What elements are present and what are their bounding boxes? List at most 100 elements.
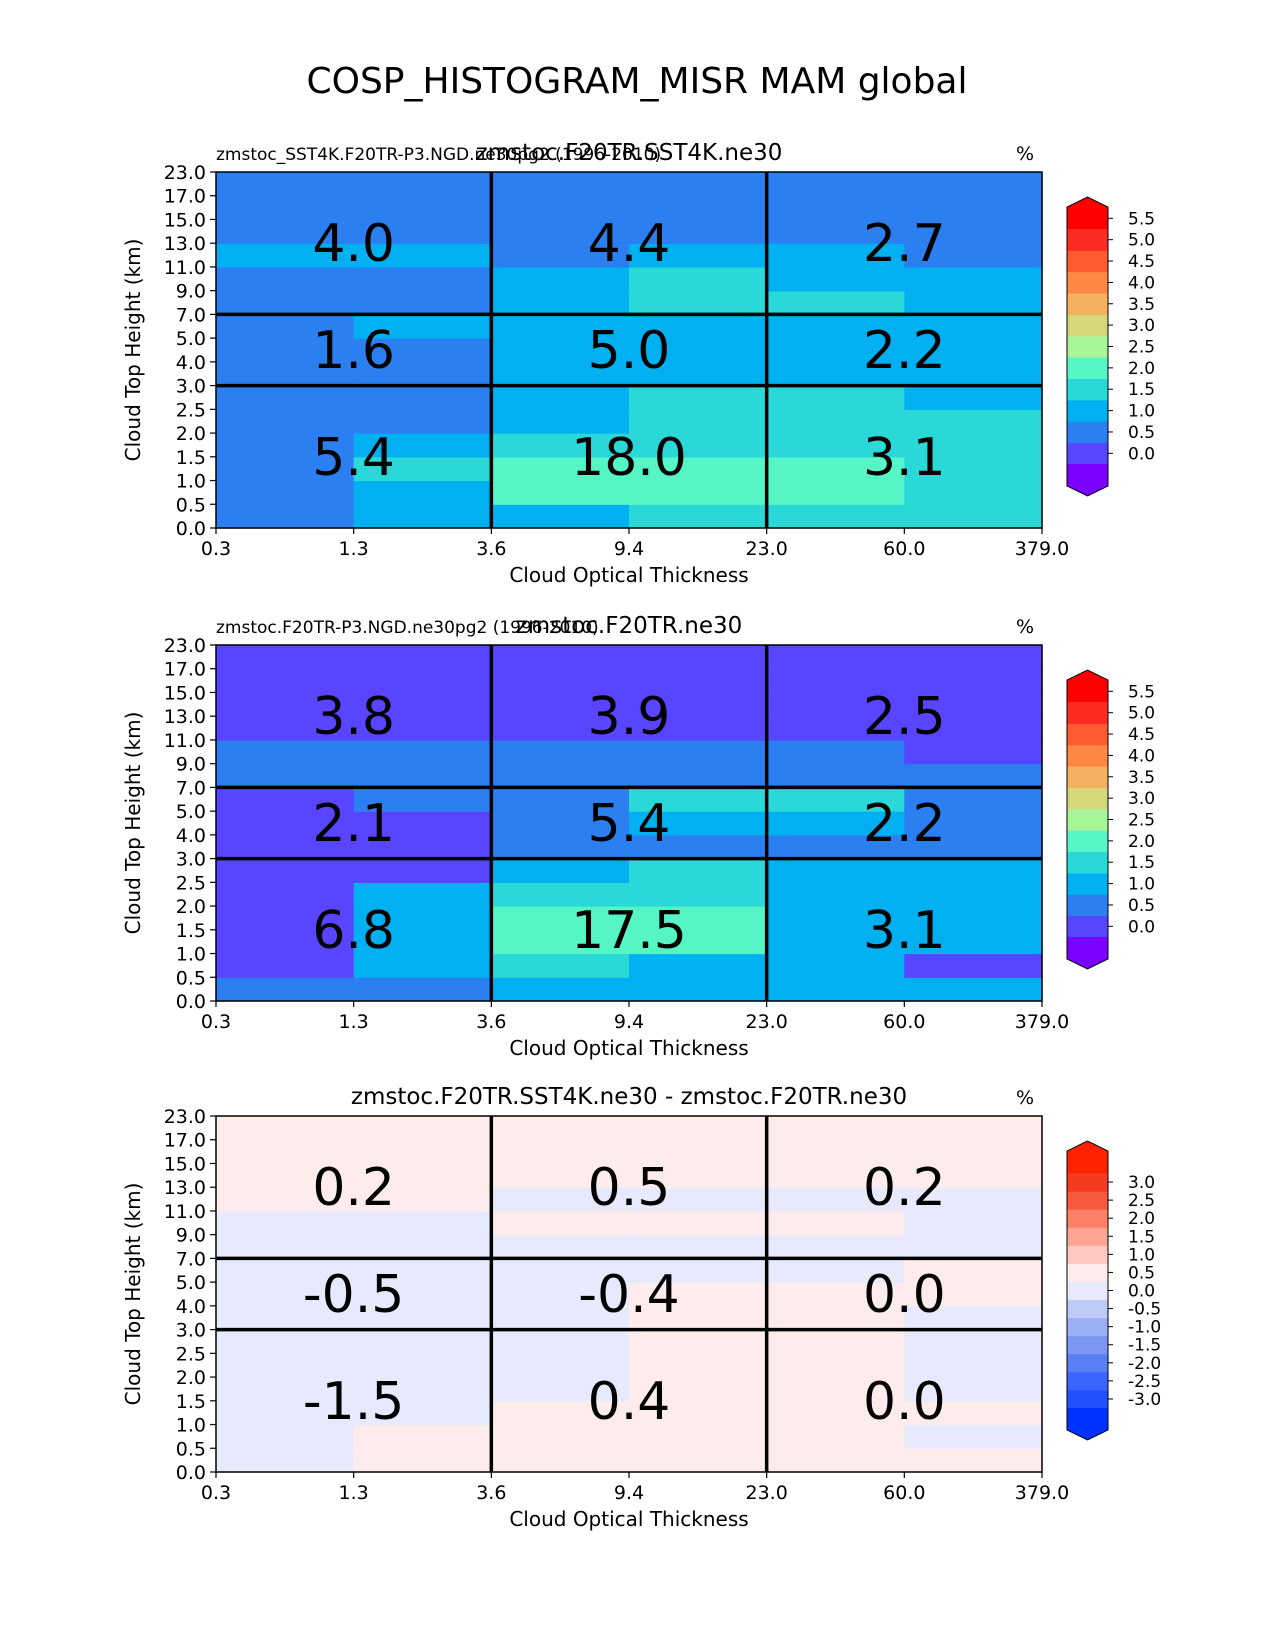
y-tick-label: 5.0 <box>176 328 206 350</box>
y-axis-label: Cloud Top Height (km) <box>121 712 145 935</box>
x-tick-label: 23.0 <box>746 1482 788 1504</box>
heatmap-cell <box>629 1163 768 1188</box>
heatmap-cell <box>491 1116 630 1141</box>
heatmap-cell <box>216 1305 355 1331</box>
x-tick-label: 23.0 <box>746 1011 788 1033</box>
heatmap-cell <box>904 1116 1043 1141</box>
heatmap-cell <box>766 739 905 765</box>
colorbar-tick-label: 3.5 <box>1128 295 1155 315</box>
heatmap-cell <box>766 1116 905 1141</box>
x-tick-label: 3.6 <box>476 1011 506 1033</box>
heatmap-cell <box>491 787 630 812</box>
heatmap-cell <box>353 882 492 907</box>
heatmap-cell <box>353 195 492 221</box>
y-tick-label: 0.5 <box>176 1438 206 1460</box>
colorbar-tick-label: -2.0 <box>1128 1354 1161 1374</box>
heatmap-cell <box>766 1210 905 1236</box>
box-total-label: 3.8 <box>312 687 395 747</box>
heatmap-cell <box>629 433 768 458</box>
colorbar-tick-label: 0.0 <box>1128 1282 1155 1302</box>
x-tick-label: 379.0 <box>1015 1482 1069 1504</box>
heatmap-cell <box>491 1377 630 1402</box>
box-total-label: 0.2 <box>863 1158 946 1218</box>
box-total-label: -0.5 <box>303 1265 404 1325</box>
box-total-label: 0.0 <box>863 1372 946 1432</box>
heatmap-cell <box>353 1448 492 1473</box>
box-total-label: 6.8 <box>312 901 395 961</box>
colorbar-tick-label: 1.5 <box>1128 380 1155 400</box>
heatmap-cell <box>904 645 1043 670</box>
heatmap-cell <box>491 338 630 363</box>
heatmap-cell <box>491 977 630 1002</box>
colorbar-segment <box>1067 1389 1108 1409</box>
heatmap-cell <box>766 314 905 339</box>
heatmap-cell <box>629 1353 768 1378</box>
heatmap-cell <box>353 692 492 717</box>
heatmap-cell <box>766 1353 905 1378</box>
heatmap-cell <box>216 338 355 363</box>
heatmap-cell <box>353 1400 492 1426</box>
box-total-label: 3.1 <box>863 901 946 961</box>
heatmap-cell <box>629 314 768 339</box>
colorbar-segment <box>1067 702 1108 724</box>
heatmap-cell <box>353 858 492 883</box>
colorbar-over-cap <box>1067 1141 1108 1173</box>
heatmap-cell <box>766 929 905 955</box>
heatmap-cell <box>904 480 1043 505</box>
colorbar: 0.00.51.01.52.02.53.03.54.04.55.05.5 <box>1066 196 1155 497</box>
heatmap-cell <box>766 172 905 197</box>
colorbar-under-cap <box>1067 937 1108 969</box>
heatmap-cell <box>629 290 768 315</box>
colorbar-tick-label: 2.0 <box>1128 1209 1155 1229</box>
x-tick-label: 9.4 <box>614 1011 644 1033</box>
heatmap-cell <box>491 1305 630 1331</box>
chart-panel-3: -1.5 0.4 0.0-0.5 -0.4 0.00.2 0.5 0.20.3 1.3 3.6 9… <box>121 1084 1161 1531</box>
x-tick-label: 0.3 <box>201 538 231 560</box>
heatmap-cell <box>904 456 1043 482</box>
heatmap-cell <box>766 906 905 931</box>
heatmap-cell <box>629 1139 768 1165</box>
heatmap-cell <box>491 243 630 268</box>
colorbar-tick-label: 0.0 <box>1128 444 1155 464</box>
heatmap-cell <box>629 1258 768 1283</box>
x-tick-label: 1.3 <box>339 1482 369 1504</box>
heatmap-cell <box>353 338 492 363</box>
heatmap-cell <box>904 1210 1043 1236</box>
colorbar-tick-label: 1.0 <box>1128 1245 1155 1265</box>
heatmap-cell <box>216 480 355 505</box>
heatmap-cell <box>353 433 492 458</box>
heatmap-cell <box>766 480 905 505</box>
heatmap-cell <box>904 290 1043 315</box>
heatmap-cell <box>216 1377 355 1402</box>
heatmap-cell <box>629 882 768 907</box>
heatmap-cell <box>491 716 630 741</box>
heatmap-cell <box>353 977 492 1002</box>
box-total-label: 2.2 <box>863 794 946 854</box>
heatmap-cell <box>766 1187 905 1212</box>
colorbar-segment <box>1067 1371 1108 1391</box>
y-tick-label: 1.0 <box>176 1415 206 1437</box>
y-tick-label: 5.0 <box>176 801 206 823</box>
colorbar-tick-label: 3.0 <box>1128 789 1155 809</box>
colorbar-outline <box>1066 196 1109 497</box>
heatmap-cell <box>353 219 492 244</box>
heatmap-cell <box>353 409 492 434</box>
x-axis-label: Cloud Optical Thickness <box>509 563 748 587</box>
chart-panel-2: 6.8 17.5 3.1 2.1 5.4 2.2 3.8 3.9 2.5 0.3 1.3 3.6 9.4… <box>121 613 1155 1060</box>
heatmap-cell <box>904 668 1043 694</box>
heatmap-cell <box>629 787 768 812</box>
box-total-label: -0.4 <box>578 1265 679 1325</box>
colorbar-segment <box>1067 271 1108 294</box>
heatmap-cell <box>216 1139 355 1165</box>
heatmap-cell <box>353 1163 492 1188</box>
heatmap-cell <box>216 1187 355 1212</box>
box-total-label: 0.5 <box>588 1158 671 1218</box>
heatmap-cell <box>629 1329 768 1354</box>
heatmap-cell <box>353 1282 492 1307</box>
heatmap-cell <box>629 668 768 694</box>
x-tick-label: 379.0 <box>1015 1011 1069 1033</box>
heatmap-cell <box>629 811 768 836</box>
heatmap-cell <box>491 739 630 765</box>
panel-title: zmstoc.F20TR.ne30 <box>516 613 743 639</box>
